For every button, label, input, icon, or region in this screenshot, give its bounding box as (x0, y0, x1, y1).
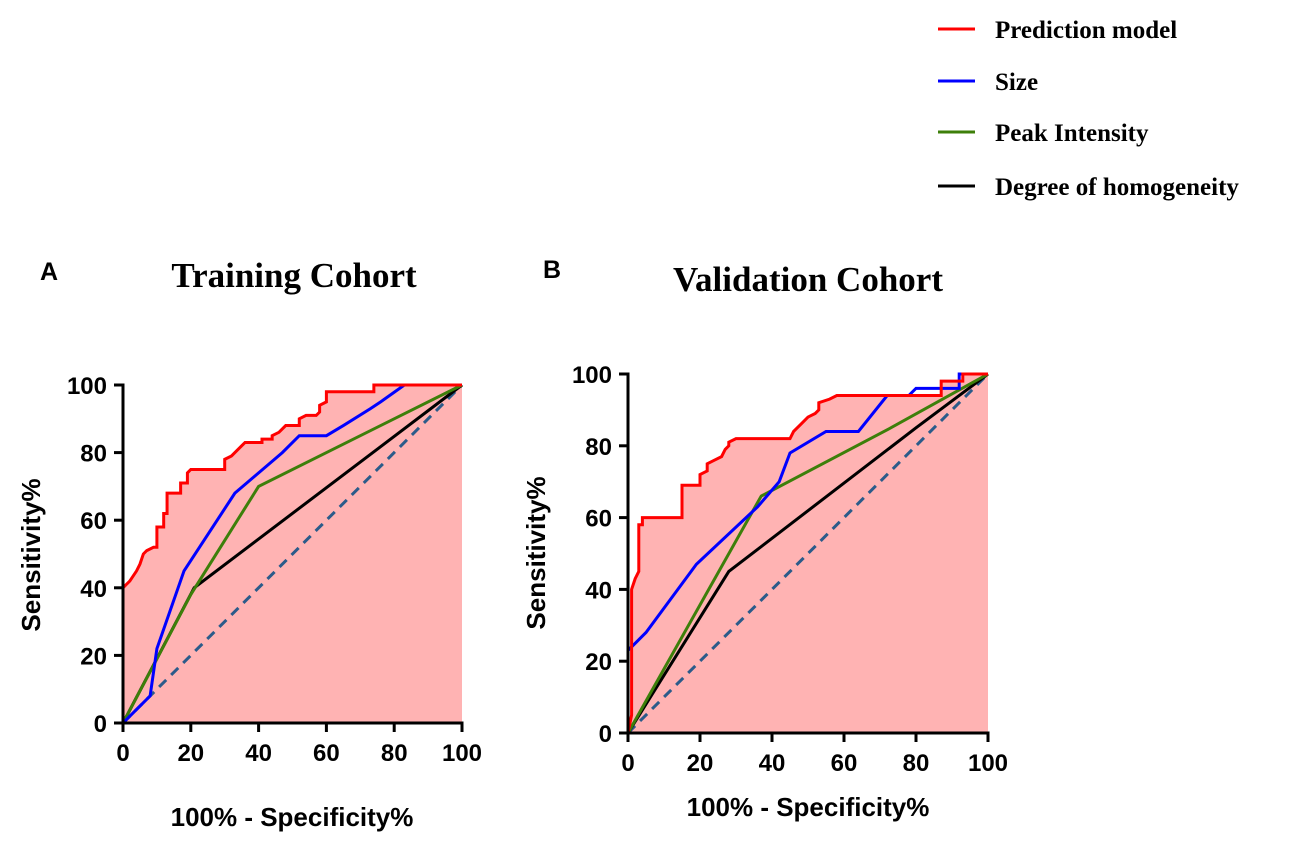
x-tick-label-0-b: 0 (621, 750, 634, 777)
legend-label-size: Size (995, 69, 1038, 96)
y-tick-label-60-b: 60 (585, 506, 612, 533)
series-line-prediction-model-b (626, 372, 988, 734)
panel-title-training-cohort: Training Cohort (171, 256, 417, 295)
reference-diagonal-a (121, 383, 464, 725)
legend-label-prediction-model: Prediction model (995, 17, 1177, 44)
legend-item-degree-of-homogeneity: Degree of homogeneity (938, 174, 1239, 201)
legend-label-degree-of-homogeneity: Degree of homogeneity (995, 174, 1239, 201)
y-axis-label-b: Sensitivity% (521, 476, 551, 629)
series-line-size-b (626, 372, 988, 733)
x-tick-label-0-a: 0 (116, 740, 129, 767)
x-tick-label-20-a: 20 (177, 740, 204, 767)
panel-label-a: A (40, 258, 58, 286)
legend-item-size: Size (938, 69, 1038, 96)
x-tick-label-60-a: 60 (313, 740, 340, 767)
legend: Prediction model Size Peak Intensity Deg… (938, 17, 1239, 201)
x-tick-label-60-b: 60 (831, 750, 858, 777)
y-tick-label-0-a: 0 (94, 711, 107, 738)
y-tick-label-80-b: 80 (585, 434, 612, 461)
x-tick-label-80-a: 80 (381, 740, 408, 767)
legend-item-prediction-model: Prediction model (938, 17, 1177, 44)
y-tick-label-60-a: 60 (80, 508, 107, 535)
series-line-degree-of-homogeneity-b (626, 372, 989, 734)
panel-training-cohort: A Training Cohort 0 20 40 60 80 100 0 20 40 60 80 1… (16, 256, 482, 832)
series-line-prediction-model-a (121, 383, 462, 723)
x-axis-label-b: 100% - Specificity% (687, 792, 930, 822)
x-tick-label-100-b: 100 (968, 750, 1008, 777)
series-line-size-a (121, 383, 462, 725)
y-tick-label-100-b: 100 (572, 362, 612, 389)
y-tick-label-80-a: 80 (80, 441, 107, 468)
legend-item-peak-intensity: Peak Intensity (938, 120, 1149, 147)
y-tick-label-40-b: 40 (585, 577, 612, 604)
x-tick-label-20-b: 20 (687, 750, 714, 777)
x-tick-label-40-a: 40 (245, 740, 272, 767)
x-tick-label-100-a: 100 (442, 740, 482, 767)
x-axis-label-a: 100% - Specificity% (171, 802, 414, 832)
y-tick-label-40-a: 40 (80, 576, 107, 603)
plot-area-b: 0 20 40 60 80 100 0 20 40 60 80 100 (572, 362, 1008, 777)
legend-label-peak-intensity: Peak Intensity (995, 120, 1149, 147)
x-tick-label-80-b: 80 (903, 750, 930, 777)
y-tick-label-20-a: 20 (80, 643, 107, 670)
panel-title-validation-cohort: Validation Cohort (673, 260, 943, 299)
y-tick-label-0-b: 0 (599, 721, 612, 748)
panel-validation-cohort: B Validation Cohort 0 20 40 60 80 100 0 20 40 60 8… (521, 256, 1008, 822)
y-tick-label-20-b: 20 (585, 649, 612, 676)
plot-area-a: 0 20 40 60 80 100 0 20 40 60 80 100 (67, 373, 482, 767)
series-line-peak-intensity-b (626, 372, 989, 734)
y-tick-label-100-a: 100 (67, 373, 107, 400)
panel-label-b: B (543, 256, 561, 284)
x-tick-label-40-b: 40 (759, 750, 786, 777)
y-axis-label-a: Sensitivity% (16, 478, 46, 631)
